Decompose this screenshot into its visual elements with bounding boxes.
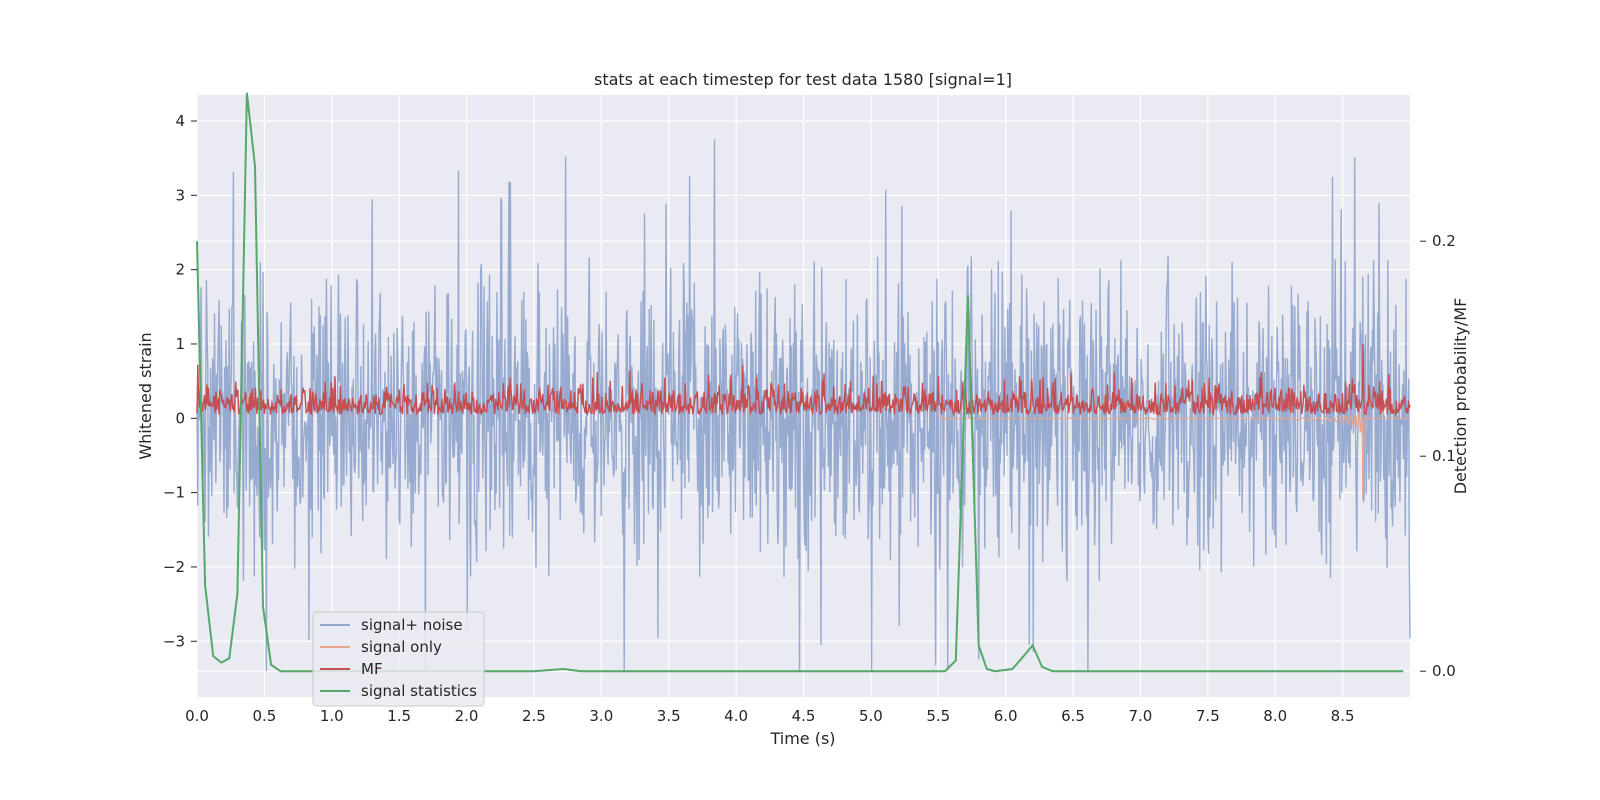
y2-tick-label: 0.1: [1432, 447, 1456, 465]
x-tick-label: 7.5: [1196, 707, 1220, 725]
legend-label-signal-statistics: signal statistics: [361, 682, 477, 700]
series-line-signal-noise: [196, 139, 1411, 672]
x-tick-label: 5.5: [926, 707, 950, 725]
y2-axis-label: Detection probability/MF: [1451, 298, 1470, 495]
y-tick-label: −3: [163, 632, 185, 650]
y-tick-label: −2: [163, 558, 185, 576]
legend-box: [312, 611, 485, 707]
y-tick-label: 0: [175, 409, 185, 427]
x-tick-label: 3.0: [589, 707, 613, 725]
x-tick-label: 2.0: [455, 707, 479, 725]
x-tick-label: 0.0: [185, 707, 209, 725]
series-line-signal-statistics: [196, 92, 1404, 673]
y2-tick-label: 0.2: [1432, 232, 1456, 250]
y-tick-label: 1: [175, 335, 185, 353]
legend: signal+ noise signal only MF signal stat…: [312, 611, 485, 707]
legend-label-mf: MF: [361, 660, 383, 678]
x-tick-label: 1.0: [320, 707, 344, 725]
legend-label-signal-noise: signal+ noise: [361, 616, 463, 634]
x-tick-label: 8.5: [1331, 707, 1355, 725]
x-tick-label: 6.0: [994, 707, 1018, 725]
y-tick-label: 2: [175, 261, 185, 279]
series-line-mf: [196, 343, 1411, 418]
y-axis-label: Whitened strain: [136, 332, 155, 459]
x-tick-label: 3.5: [657, 707, 681, 725]
x-axis-ticks: 0.0 0.5 1.0 1.5 2.0 2.5 3.0 3.5 4.0 4.5 5.0 5.5 6.0 6…: [185, 707, 1354, 725]
x-axis-label: Time (s): [769, 729, 835, 748]
y2-tick-label: 0.0: [1432, 662, 1456, 680]
x-tick-label: 2.5: [522, 707, 546, 725]
legend-label-signal-only: signal only: [361, 638, 442, 656]
x-tick-label: 5.0: [859, 707, 883, 725]
chart-title: stats at each timestep for test data 158…: [594, 70, 1012, 89]
x-tick-label: 4.0: [724, 707, 748, 725]
x-tick-label: 7.0: [1129, 707, 1153, 725]
x-tick-label: 0.5: [252, 707, 276, 725]
series-layer: [196, 92, 1411, 673]
x-tick-label: 8.0: [1263, 707, 1287, 725]
x-tick-label: 6.5: [1061, 707, 1085, 725]
y-tick-label: −1: [163, 484, 185, 502]
series-line-signal-only: [938, 410, 1410, 501]
x-tick-label: 4.5: [792, 707, 816, 725]
y-axis-ticks: 4 3 2 1 0 −1 −2 −3: [163, 112, 197, 650]
y-tick-label: 3: [175, 186, 185, 204]
y2-axis-ticks: 0.2 0.1 0.0: [1420, 232, 1456, 680]
y-tick-label: 4: [175, 112, 185, 130]
x-tick-label: 1.5: [387, 707, 411, 725]
